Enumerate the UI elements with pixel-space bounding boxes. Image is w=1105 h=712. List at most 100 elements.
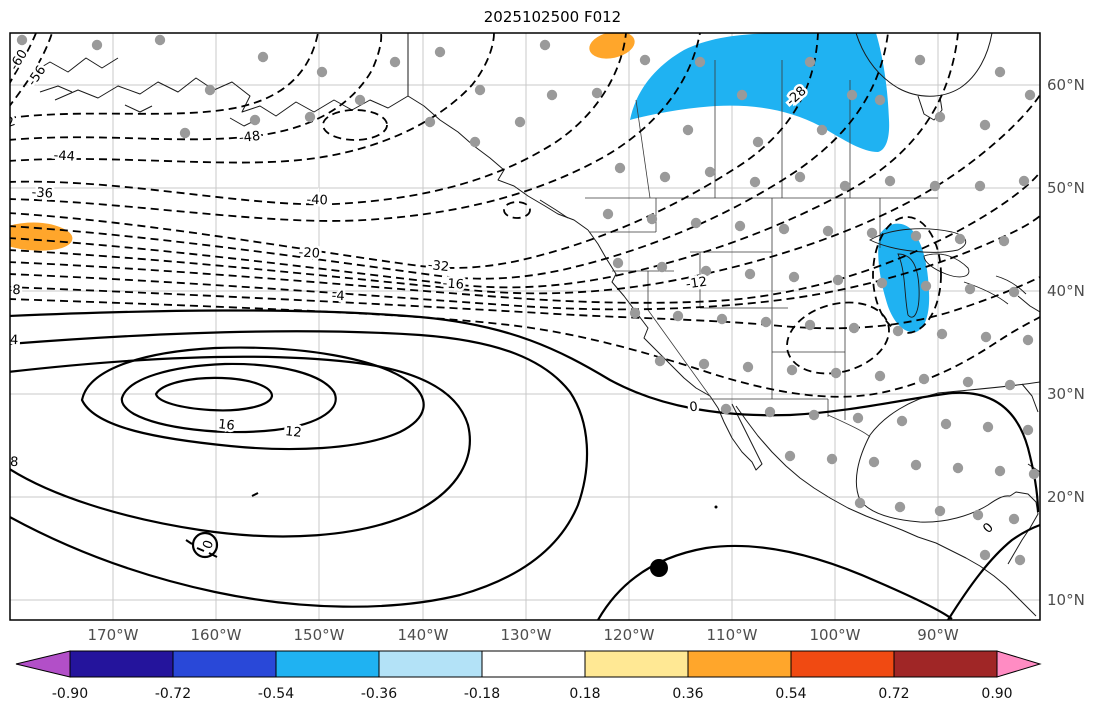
contour-label: -44 <box>53 148 75 164</box>
station-dot <box>874 370 886 382</box>
station-dot <box>940 418 952 430</box>
latitude-axis-labels: 60°N 50°N 40°N 30°N 20°N 10°N <box>1047 76 1085 609</box>
station-dot <box>952 462 964 474</box>
contour-label: 4 <box>10 333 19 348</box>
florida-hint <box>1021 383 1039 413</box>
station-dot <box>204 84 216 96</box>
station-dot <box>179 127 191 139</box>
northeast-coast-hint <box>1017 295 1040 313</box>
station-dot <box>979 549 991 561</box>
station-dot <box>832 274 844 286</box>
lat-tick-label: 60°N <box>1047 76 1085 94</box>
lake-erie-ontario <box>963 275 1027 305</box>
station-dot <box>972 509 984 521</box>
colorbar-tick-label: 0.18 <box>569 686 600 702</box>
station-dot <box>742 361 754 373</box>
vancouver-island <box>539 199 569 219</box>
lake-superior <box>869 228 967 253</box>
contour-n60 <box>10 33 37 85</box>
station-dot <box>914 54 926 66</box>
lon-tick-label: 130°W <box>501 626 552 644</box>
station-dot <box>896 415 908 427</box>
station-dot <box>672 310 684 322</box>
station-dot <box>1022 424 1034 436</box>
station-dot <box>474 84 486 96</box>
station-dot <box>894 501 906 513</box>
station-dot <box>980 331 992 343</box>
station-dot <box>690 217 702 229</box>
shaded-regions <box>10 33 930 333</box>
contour-label: 0 <box>980 520 996 536</box>
station-dot <box>808 409 820 421</box>
colorbar-tick-label: -0.36 <box>361 686 397 702</box>
station-dot <box>749 176 761 188</box>
shaded-region-orange-west <box>10 222 73 251</box>
station-dot <box>918 373 930 385</box>
station-dot <box>591 87 603 99</box>
closed-low-lakes <box>872 216 942 334</box>
contour-label: -52 <box>0 114 17 135</box>
contour-label: 8 <box>10 455 19 470</box>
station-dot <box>876 277 888 289</box>
lat-tick-label: 10°N <box>1047 591 1085 609</box>
station-dot <box>954 233 966 245</box>
station-dot <box>866 227 878 239</box>
station-dot <box>816 124 828 136</box>
contour-12 <box>80 346 425 451</box>
lon-tick-label: 160°W <box>191 626 242 644</box>
colorbar-tick-label: -0.90 <box>52 686 88 702</box>
gridlines <box>10 33 1040 620</box>
station-dot <box>602 208 614 220</box>
station-dot <box>1004 379 1016 391</box>
lon-tick-label: 110°W <box>707 626 758 644</box>
station-dot <box>778 223 790 235</box>
colorbar-tick-label: -0.72 <box>155 686 191 702</box>
station-dot <box>874 94 886 106</box>
lat-tick-label: 50°N <box>1047 179 1085 197</box>
station-dot <box>639 54 651 66</box>
station-dot <box>998 235 1010 247</box>
station-dot <box>848 322 860 334</box>
station-dot <box>830 367 842 379</box>
us-state-borders <box>590 198 881 438</box>
contour-n28 <box>10 33 889 280</box>
station-dot <box>736 89 748 101</box>
lon-tick-label: 170°W <box>88 626 139 644</box>
plot-title: 2025102500 F012 <box>483 8 622 26</box>
colorbar-segment <box>172 650 277 678</box>
contours-solid <box>10 309 1040 620</box>
station-dot <box>804 319 816 331</box>
station-dot <box>936 328 948 340</box>
contour-label: -36 <box>31 185 53 201</box>
colorbar-segment <box>275 650 380 678</box>
station-dot <box>91 39 103 51</box>
contour-n16 <box>10 171 1040 304</box>
station-dot <box>964 283 976 295</box>
station-dot <box>1028 468 1040 480</box>
colorbar-segment <box>481 650 586 678</box>
contour-0-southeast <box>947 523 1040 620</box>
station-dot <box>656 261 668 273</box>
contour-n32 <box>10 33 819 269</box>
contour-label: 16 <box>217 417 235 434</box>
contour-n8 <box>10 276 1040 330</box>
station-dot <box>982 421 994 433</box>
station-dot <box>744 268 756 280</box>
contour-label: -20 <box>298 245 320 261</box>
colorbar-segment <box>69 650 174 678</box>
station-dot <box>1008 513 1020 525</box>
station-dot <box>784 450 796 462</box>
station-dot <box>854 497 866 509</box>
contour-n24 <box>10 33 959 289</box>
map-frame <box>9 32 1041 621</box>
station-dot <box>764 406 776 418</box>
station-dot <box>612 257 624 269</box>
station-dot <box>974 180 986 192</box>
station-dot <box>1024 89 1036 101</box>
station-dot <box>249 114 261 126</box>
contour-0-hawaii <box>191 531 219 559</box>
station-dot <box>16 34 28 46</box>
contour-n4 <box>10 298 1040 398</box>
lon-tick-label: 140°W <box>398 626 449 644</box>
